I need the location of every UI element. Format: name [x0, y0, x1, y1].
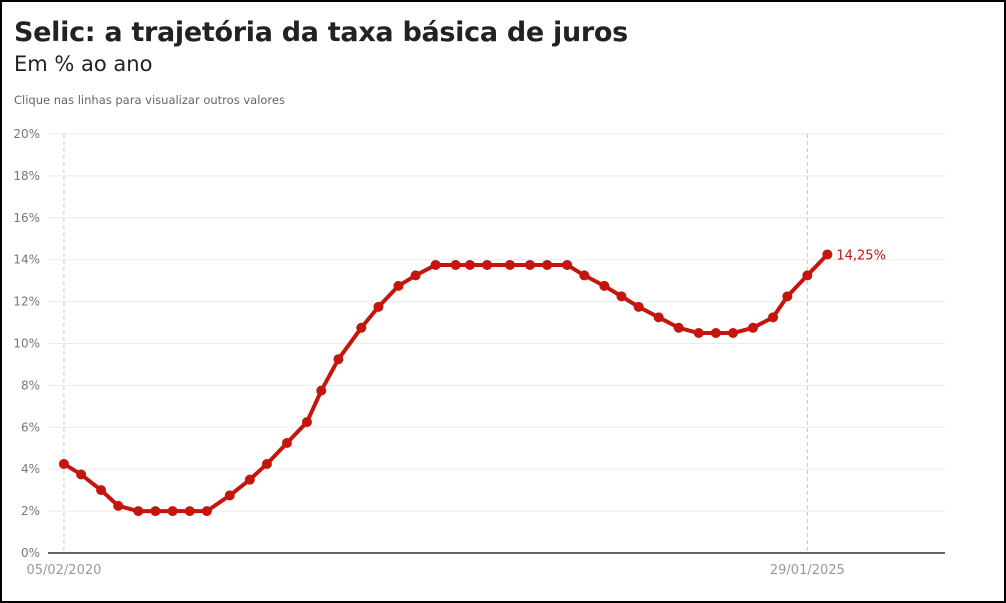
data-point[interactable]: [504, 259, 515, 270]
chart-title: Selic: a trajetória da taxa básica de ju…: [14, 17, 628, 48]
x-tick-label: 05/02/2020: [26, 563, 101, 578]
chart-note: Clique nas linhas para visualizar outros…: [14, 93, 285, 107]
series-line: [61, 252, 830, 514]
data-point[interactable]: [542, 259, 553, 270]
data-point[interactable]: [653, 312, 664, 323]
data-point[interactable]: [673, 322, 684, 333]
data-point[interactable]: [693, 328, 704, 339]
y-tick-label: 18%: [13, 169, 40, 183]
data-point[interactable]: [633, 301, 644, 312]
data-point[interactable]: [244, 474, 255, 485]
data-point[interactable]: [482, 259, 493, 270]
data-point[interactable]: [373, 301, 384, 312]
chart-subtitle: Em % ao ano: [14, 52, 153, 76]
data-point[interactable]: [410, 270, 421, 281]
y-tick-label: 14%: [13, 253, 40, 267]
data-point[interactable]: [316, 385, 327, 396]
y-tick-label: 0%: [21, 546, 40, 560]
y-tick-label: 10%: [13, 337, 40, 351]
y-tick-label: 2%: [21, 504, 40, 518]
y-tick-label: 20%: [13, 127, 40, 141]
data-point[interactable]: [150, 506, 161, 517]
y-tick-label: 8%: [21, 378, 40, 392]
data-point[interactable]: [333, 354, 344, 365]
y-tick-label: 16%: [13, 211, 40, 225]
y-tick-label: 12%: [13, 295, 40, 309]
data-point[interactable]: [430, 259, 441, 270]
data-point[interactable]: [748, 322, 759, 333]
data-point[interactable]: [281, 438, 292, 449]
last-value-label: 14,25%: [836, 248, 886, 263]
data-point[interactable]: [261, 458, 272, 469]
data-point[interactable]: [822, 249, 833, 260]
data-point[interactable]: [113, 500, 124, 511]
data-point[interactable]: [58, 458, 69, 469]
data-point[interactable]: [768, 312, 779, 323]
y-tick-label: 6%: [21, 420, 40, 434]
data-point[interactable]: [616, 291, 627, 302]
data-point[interactable]: [301, 417, 312, 428]
y-tick-label: 4%: [21, 462, 40, 476]
data-point[interactable]: [96, 485, 107, 496]
data-point[interactable]: [562, 259, 573, 270]
data-point[interactable]: [728, 328, 739, 339]
data-point[interactable]: [782, 291, 793, 302]
data-point[interactable]: [224, 490, 235, 501]
data-point[interactable]: [133, 506, 144, 517]
data-point[interactable]: [524, 259, 535, 270]
x-tick-label: 29/01/2025: [770, 563, 845, 578]
data-point[interactable]: [464, 259, 475, 270]
data-point[interactable]: [393, 280, 404, 291]
data-point[interactable]: [201, 506, 212, 517]
data-point[interactable]: [599, 280, 610, 291]
data-point[interactable]: [356, 322, 367, 333]
data-point[interactable]: [802, 270, 813, 281]
data-point[interactable]: [710, 328, 721, 339]
data-point[interactable]: [579, 270, 590, 281]
data-point[interactable]: [450, 259, 461, 270]
data-point[interactable]: [167, 506, 178, 517]
data-point[interactable]: [184, 506, 195, 517]
data-point[interactable]: [76, 469, 87, 480]
